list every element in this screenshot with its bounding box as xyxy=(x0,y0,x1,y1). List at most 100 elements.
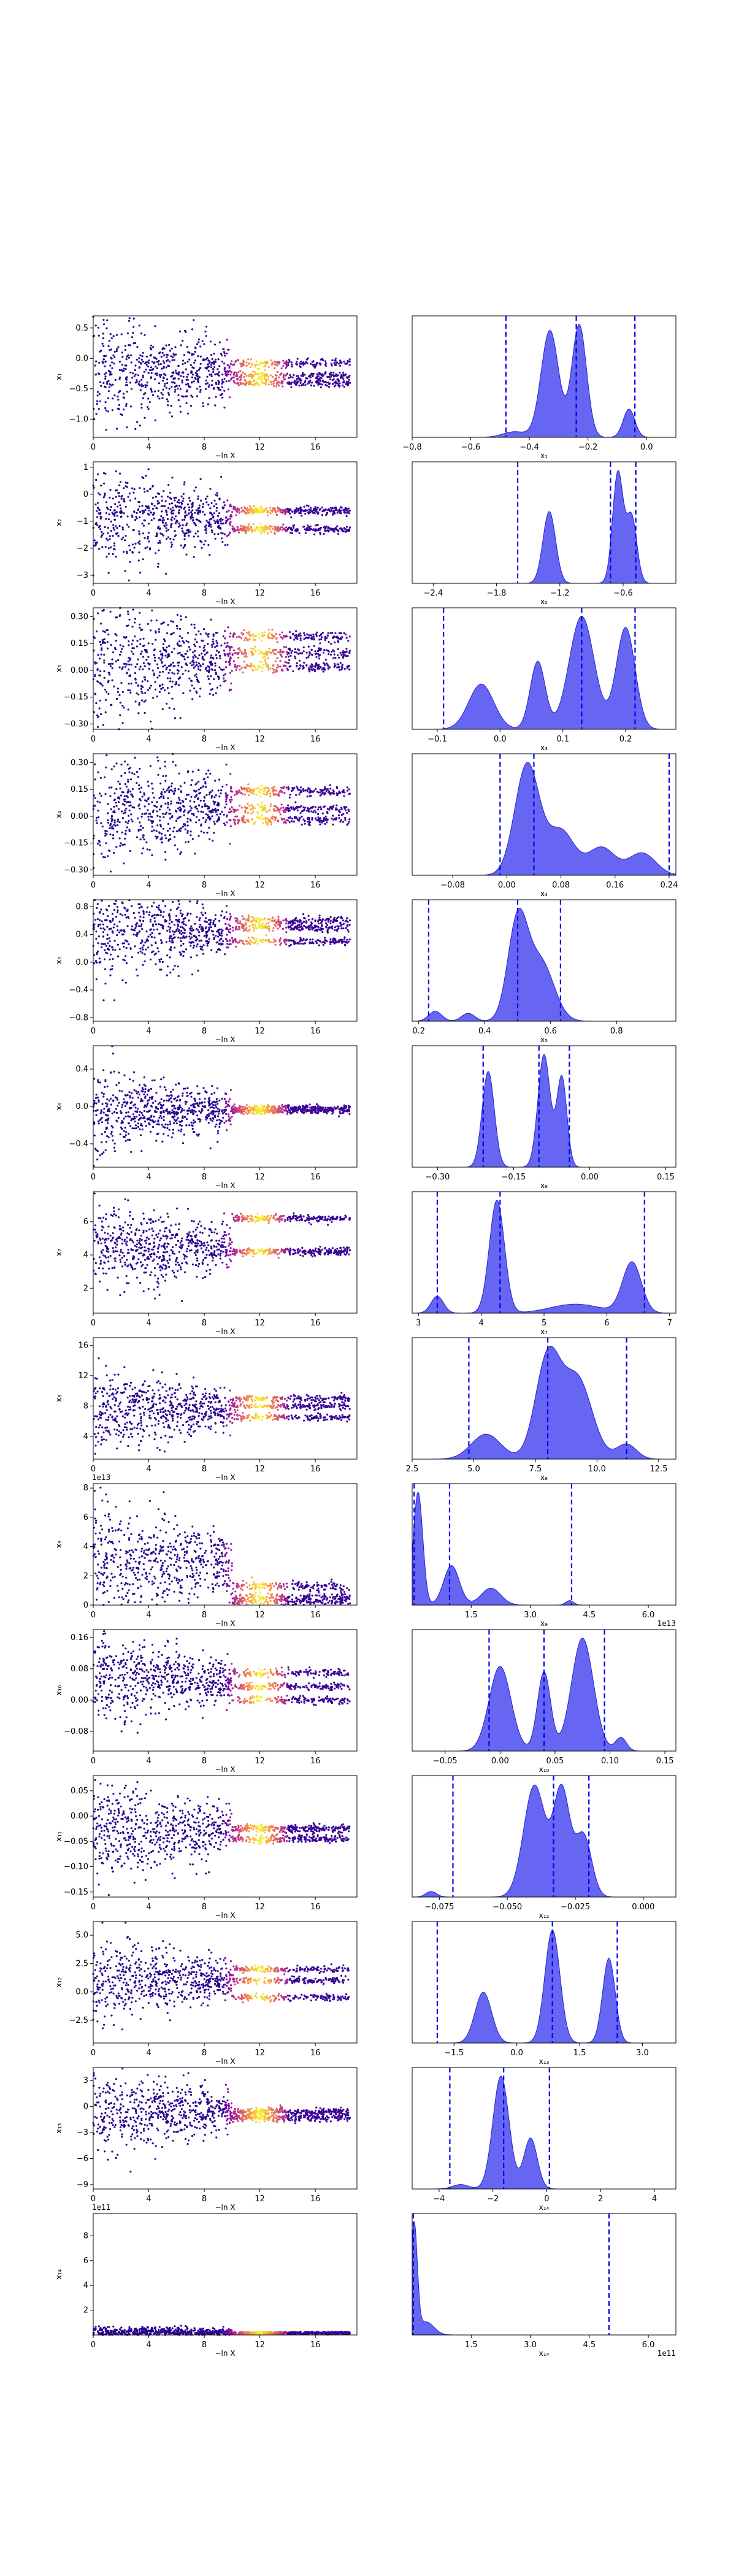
scatter-point xyxy=(183,781,186,784)
scatter-point xyxy=(261,784,263,787)
scatter-point xyxy=(343,632,345,635)
scatter-point xyxy=(274,374,277,377)
scatter-point xyxy=(172,512,175,515)
scatter-point xyxy=(180,344,182,347)
scatter-point xyxy=(326,821,328,824)
scatter-point xyxy=(213,801,215,803)
scatter-point xyxy=(252,523,255,526)
scatter-point xyxy=(347,666,349,669)
scatter-point xyxy=(296,509,299,512)
scatter-point xyxy=(297,375,299,377)
scatter-point xyxy=(188,534,190,537)
scatter-point xyxy=(304,384,307,386)
scatter-point xyxy=(345,526,348,528)
scatter-point xyxy=(256,803,259,806)
scatter-point xyxy=(333,665,335,669)
scatter-point xyxy=(189,689,191,692)
scatter-point xyxy=(247,509,249,512)
scatter-point xyxy=(128,830,131,832)
scatter-point xyxy=(161,499,163,502)
scatter-point xyxy=(115,788,118,791)
scatter-point xyxy=(214,646,217,648)
scatter-point xyxy=(166,382,169,385)
scatter-point xyxy=(110,643,112,646)
scatter-point xyxy=(213,821,215,823)
scatter-point xyxy=(247,527,249,531)
scatter-point xyxy=(96,394,99,397)
scatter-point xyxy=(199,355,202,358)
scatter-point xyxy=(125,368,127,370)
scatter-point xyxy=(285,786,288,789)
scatter-point xyxy=(299,637,302,640)
scatter-point xyxy=(168,394,171,396)
scatter-point xyxy=(119,389,121,393)
scatter-point xyxy=(232,376,235,378)
scatter-point xyxy=(259,526,262,529)
scatter-point xyxy=(257,786,259,789)
scatter-point xyxy=(149,547,151,550)
scatter-point xyxy=(215,671,217,674)
scatter-point xyxy=(202,503,204,505)
scatter-point xyxy=(137,374,139,377)
scatter-point xyxy=(214,404,217,407)
scatter-point xyxy=(131,336,134,339)
scatter-point xyxy=(240,807,243,809)
scatter-point xyxy=(131,377,134,379)
scatter-point xyxy=(207,544,210,546)
scatter-point xyxy=(265,507,267,510)
scatter-point xyxy=(98,816,100,819)
scatter-point xyxy=(101,853,103,855)
scatter-point xyxy=(348,360,351,363)
scatter-point xyxy=(158,691,161,693)
scatter-point xyxy=(208,397,210,399)
scatter-point xyxy=(299,812,302,815)
scatter-point xyxy=(216,492,218,494)
scatter-point xyxy=(237,529,239,532)
scatter-point xyxy=(330,374,332,376)
scatter-point xyxy=(119,845,121,847)
scatter-point xyxy=(186,383,190,385)
scatter-point xyxy=(188,530,190,532)
scatter-point xyxy=(283,645,286,648)
scatter-point xyxy=(223,674,225,677)
y-tick-label: −0.15 xyxy=(64,693,88,702)
scatter-point xyxy=(183,515,186,518)
scatter-point xyxy=(131,794,133,796)
scatter-point xyxy=(191,813,193,815)
scatter-point xyxy=(316,524,318,526)
scatter-point xyxy=(318,527,321,530)
scatter-point xyxy=(293,374,295,377)
scatter-point xyxy=(269,792,272,795)
scatter-point xyxy=(346,786,348,789)
scatter-point xyxy=(288,659,291,661)
scatter-point xyxy=(327,929,329,931)
scatter-point xyxy=(218,919,221,922)
scatter-point xyxy=(267,375,269,378)
scatter-point xyxy=(228,396,231,399)
scatter-point xyxy=(334,656,337,659)
scatter-point xyxy=(274,660,277,662)
scatter-point xyxy=(253,374,255,376)
scatter-point xyxy=(195,676,198,678)
scatter-point xyxy=(99,801,101,803)
scatter-point xyxy=(156,667,159,669)
scatter-point xyxy=(184,828,186,830)
scatter-point xyxy=(336,917,339,919)
scatter-point xyxy=(141,680,144,683)
scatter-point xyxy=(142,668,144,670)
scatter-point xyxy=(319,372,321,375)
scatter-point xyxy=(213,366,216,368)
scatter-point xyxy=(312,363,314,366)
scatter-point xyxy=(229,658,232,661)
scatter-point xyxy=(275,789,277,792)
scatter-point xyxy=(104,375,107,378)
scatter-point xyxy=(159,351,161,354)
scatter-point xyxy=(211,513,213,516)
scatter-point xyxy=(259,362,262,364)
scatter-point xyxy=(158,832,161,834)
scatter-point xyxy=(223,362,226,365)
scatter-point xyxy=(162,360,165,362)
scatter-point xyxy=(270,823,272,826)
x-tick-label: −2.4 xyxy=(424,589,443,598)
scatter-point xyxy=(239,669,241,671)
